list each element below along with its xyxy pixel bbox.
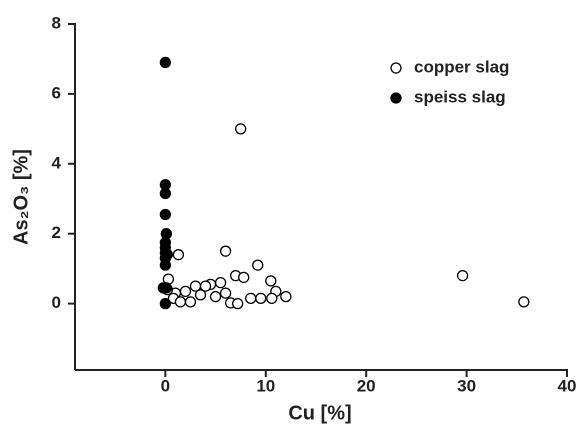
- point: [159, 297, 172, 310]
- point: [199, 280, 212, 292]
- legend-label: copper slag: [414, 57, 509, 76]
- y-axis-label: As₂O₃ [%]: [10, 149, 32, 245]
- point: [518, 296, 530, 308]
- y-tick-label: 0: [52, 293, 61, 312]
- point: [266, 292, 278, 305]
- point: [280, 290, 292, 303]
- point: [194, 289, 207, 301]
- point: [159, 56, 172, 69]
- point: [265, 275, 277, 287]
- point: [235, 123, 247, 135]
- x-tick-label: 30: [457, 376, 476, 395]
- point: [252, 259, 264, 271]
- point: [172, 249, 185, 261]
- y-tick-label: 2: [52, 223, 61, 242]
- point: [159, 187, 172, 200]
- y-tick-label: 6: [52, 83, 61, 102]
- point: [160, 282, 173, 294]
- point: [456, 269, 469, 282]
- point: [232, 297, 244, 310]
- point: [238, 271, 250, 284]
- legend-marker: [390, 62, 402, 74]
- point: [209, 290, 222, 303]
- point: [184, 296, 197, 308]
- point: [179, 285, 192, 298]
- point: [214, 276, 227, 289]
- point: [159, 259, 172, 271]
- x-tick-label: 0: [161, 376, 170, 395]
- x-tick-label: 10: [256, 376, 275, 395]
- x-tick-label: 20: [357, 376, 376, 395]
- point: [245, 292, 257, 305]
- x-axis-label: Cu [%]: [288, 402, 351, 424]
- x-tick-label: 40: [558, 376, 577, 395]
- y-tick-label: 4: [52, 153, 62, 172]
- y-tick-label: 8: [52, 13, 61, 32]
- point: [161, 249, 174, 261]
- point: [219, 287, 232, 299]
- point: [219, 245, 232, 257]
- legend-label: speiss slag: [414, 87, 506, 106]
- point: [159, 208, 172, 221]
- point: [174, 296, 187, 308]
- legend-marker: [390, 92, 402, 104]
- point: [255, 292, 267, 305]
